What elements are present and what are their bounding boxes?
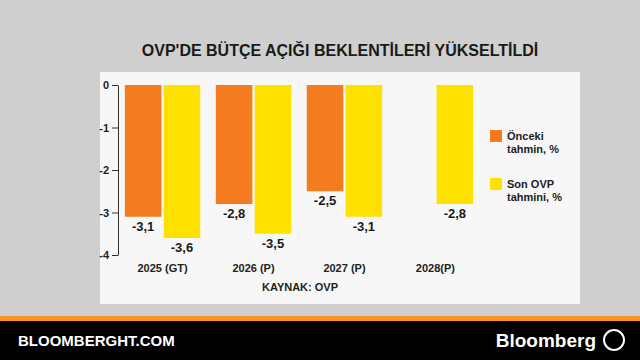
legend: Öncekitahmin, % Son OVPtahmini, % — [490, 130, 562, 203]
title: OVP'DE BÜTÇE AÇIĞI BEKLENTİLERİ YÜKSELTİ… — [142, 41, 538, 59]
source: KAYNAK: OVP — [262, 281, 338, 293]
chart: OVP'DE BÜTÇE AÇIĞI BEKLENTİLERİ YÜKSELTİ… — [0, 0, 640, 360]
x-tick: 2026 (P) — [232, 259, 275, 274]
data-label: -2,8 — [223, 206, 245, 221]
y-tick-label: -2 — [99, 164, 109, 176]
y-tick-label: -3 — [99, 207, 109, 219]
bar — [164, 85, 201, 238]
x-axis: 2025 (GT) 2026 (P) 2027 (P) 2028(P) — [137, 259, 455, 274]
bar — [255, 85, 292, 234]
footer-stripe — [0, 316, 640, 321]
legend-item: Son OVPtahmini, % — [490, 178, 562, 203]
footer-brand: Bloomberg — [496, 330, 596, 351]
plot-panel — [100, 72, 580, 304]
legend-item: Öncekitahmin, % — [490, 130, 559, 155]
legend-swatch — [490, 130, 502, 142]
y-tick-mark — [112, 213, 118, 214]
bar — [125, 85, 162, 217]
data-labels: -3,1 -2,8 -2,5 -3,6 -3,5 -3,1 -2,8 — [132, 193, 466, 255]
background — [0, 0, 640, 360]
bar — [437, 85, 474, 204]
y-tick: -2 — [99, 164, 118, 176]
y-tick: -3 — [99, 207, 118, 219]
data-label: -3,6 — [171, 240, 193, 255]
data-label: -3,1 — [132, 219, 154, 234]
y-tick-label: -4 — [99, 249, 110, 261]
data-label: -3,1 — [353, 219, 375, 234]
y-tick-mark — [112, 255, 118, 256]
y-tick-mark — [112, 85, 118, 86]
x-tick: 2027 (P) — [323, 259, 366, 274]
bar — [307, 85, 344, 191]
y-tick: 0 — [103, 79, 118, 91]
x-tick: 2028(P) — [416, 259, 455, 274]
x-tick: 2025 (GT) — [137, 259, 187, 274]
y-tick: -1 — [99, 122, 118, 134]
data-label: -2,5 — [314, 193, 336, 208]
footer-site: BLOOMBERGHT.COM — [18, 332, 175, 349]
footer-logo — [604, 330, 624, 350]
x-tick-label: 2028(P) — [416, 262, 455, 274]
x-tick-label: 2027 (P) — [323, 262, 366, 274]
legend-label: Öncekitahmin, % — [507, 130, 559, 155]
bars — [125, 85, 473, 238]
x-tick-label: 2025 (GT) — [137, 262, 187, 274]
legend-swatch — [490, 178, 502, 190]
data-label: -3,5 — [262, 236, 284, 251]
y-axis: -4 -3 -2 -1 0 — [99, 79, 118, 261]
y-tick: -4 — [99, 249, 118, 261]
data-label: -2,8 — [444, 206, 466, 221]
bar — [346, 85, 383, 217]
x-tick-label: 2026 (P) — [232, 262, 275, 274]
y-tick-label: 0 — [103, 79, 109, 91]
y-tick-mark — [112, 128, 118, 129]
y-axis-line — [118, 86, 119, 256]
footer-bar — [0, 321, 640, 360]
y-tick-label: -1 — [99, 122, 109, 134]
y-tick-mark — [112, 170, 118, 171]
bar — [216, 85, 253, 204]
legend-label: Son OVPtahmini, % — [507, 178, 562, 203]
